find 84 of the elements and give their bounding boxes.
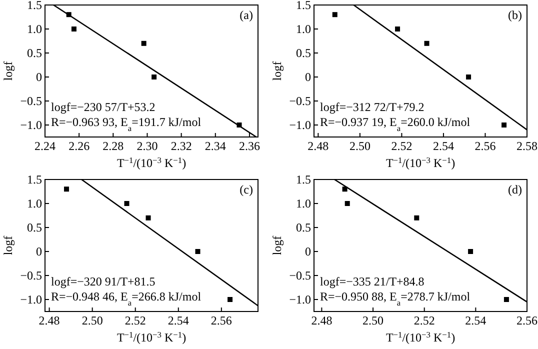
y-tick-label: 0 (305, 70, 311, 84)
x-axis-title: T$^{−1}$/(10$^{−3}$ K$^{−1}$) (386, 156, 456, 170)
x-tick-label: 2.54 (168, 314, 189, 328)
annotation: logf=−335 21/T+84.8 (320, 274, 424, 288)
y-tick-label: −1.0 (289, 292, 311, 306)
annotation: (a) (240, 8, 253, 22)
y-tick-label: 1.5 (296, 0, 311, 12)
y-tick-label: 1.5 (296, 172, 311, 186)
y-tick-label: −0.5 (20, 268, 42, 282)
x-tick-label: 2.56 (474, 139, 496, 153)
x-tick-label: 2.52 (124, 314, 146, 328)
y-tick-label: 0 (36, 244, 42, 258)
y-tick-label: −1.0 (289, 118, 311, 132)
y-tick-label: 0.5 (296, 220, 311, 234)
point (502, 122, 507, 128)
point (504, 297, 509, 302)
point (228, 297, 233, 302)
point (71, 26, 76, 32)
annotation: (c) (240, 182, 253, 196)
x-tick-label: 2.50 (349, 139, 370, 153)
y-tick-label: 0 (305, 244, 311, 258)
x-tick-label: 2.28 (102, 139, 124, 153)
x-axis-title: T$^{−1}$/(10$^{−3}$ K$^{−1}$) (116, 330, 186, 344)
x-tick-label: 2.50 (82, 314, 103, 328)
y-tick-label: −1.0 (20, 292, 42, 306)
x-tick-label: 2.36 (238, 139, 260, 153)
x-tick-label: 2.58 (516, 139, 538, 153)
x-tick-label: 2.52 (414, 314, 435, 328)
point (344, 201, 350, 206)
y-tick-label: 1.5 (27, 0, 42, 12)
point (414, 215, 420, 220)
point (152, 74, 157, 80)
annotation: logf=−320 91/T+81.5 (51, 274, 156, 288)
point (468, 249, 474, 254)
x-tick-label: 2.56 (516, 314, 538, 328)
x-axis-title: T$^{−1}$/(10$^{−3}$ K$^{−1}$) (386, 330, 456, 344)
y-axis-title: logf (270, 61, 284, 81)
x-tick-label: 2.34 (204, 139, 226, 153)
x-tick-label: 2.32 (170, 139, 192, 153)
point (146, 215, 151, 220)
y-tick-label: 1.0 (27, 196, 42, 210)
annotation: logf=−230 57/T+53.2 (51, 100, 156, 114)
y-axis-title: logf (1, 61, 15, 81)
y-tick-label: 1.5 (27, 172, 42, 186)
x-tick-label: 2.30 (136, 139, 158, 153)
annotation: R=−0.948 46, E$_{a}$=266.8 kJ/mol (51, 290, 202, 307)
point (332, 12, 338, 18)
annotation: logf=−312 72/T+79.2 (320, 100, 424, 114)
x-tick-label: 2.50 (362, 314, 384, 328)
y-tick-label: −0.5 (289, 94, 311, 108)
y-tick-label: 1.0 (296, 22, 311, 36)
x-tick-label: 2.52 (391, 139, 412, 153)
y-tick-label: 1.0 (27, 22, 42, 36)
y-tick-label: −1.0 (20, 118, 42, 132)
x-tick-label: 2.48 (38, 314, 60, 328)
annotation: R=−0.963 93, E$_{a}$=191.7 kJ/mol (51, 115, 202, 132)
point (141, 40, 146, 46)
x-tick-label: 2.48 (311, 314, 332, 328)
y-tick-label: 0.5 (27, 46, 42, 60)
annotation: (b) (508, 8, 522, 22)
point (195, 249, 200, 254)
y-tick-label: 0.5 (27, 220, 42, 234)
y-tick-label: −0.5 (20, 94, 42, 108)
y-tick-label: −0.5 (289, 268, 311, 282)
x-axis-title: T$^{−1}$/(10$^{−3}$ K$^{−1}$) (116, 156, 186, 170)
point (124, 201, 130, 206)
annotation: R=−0.937 19, E$_{a}$=260.0 kJ/mol (320, 115, 471, 132)
y-tick-label: 0.5 (296, 46, 311, 60)
x-tick-label: 2.56 (210, 314, 232, 328)
point (424, 40, 430, 46)
point (466, 74, 472, 80)
y-axis-title: logf (270, 236, 284, 256)
x-tick-label: 2.48 (308, 139, 329, 153)
point (395, 26, 400, 32)
annotation: (d) (508, 182, 522, 196)
y-tick-label: 1.0 (296, 196, 311, 210)
x-tick-label: 2.24 (34, 139, 56, 153)
annotation: R=−0.950 88, E$_{a}$=278.7 kJ/mol (320, 290, 471, 307)
x-tick-label: 2.26 (68, 139, 90, 153)
point (64, 186, 70, 192)
y-axis-title: logf (1, 236, 15, 256)
x-tick-label: 2.54 (465, 314, 486, 328)
x-tick-label: 2.54 (432, 139, 454, 153)
y-tick-label: 0 (36, 70, 42, 84)
